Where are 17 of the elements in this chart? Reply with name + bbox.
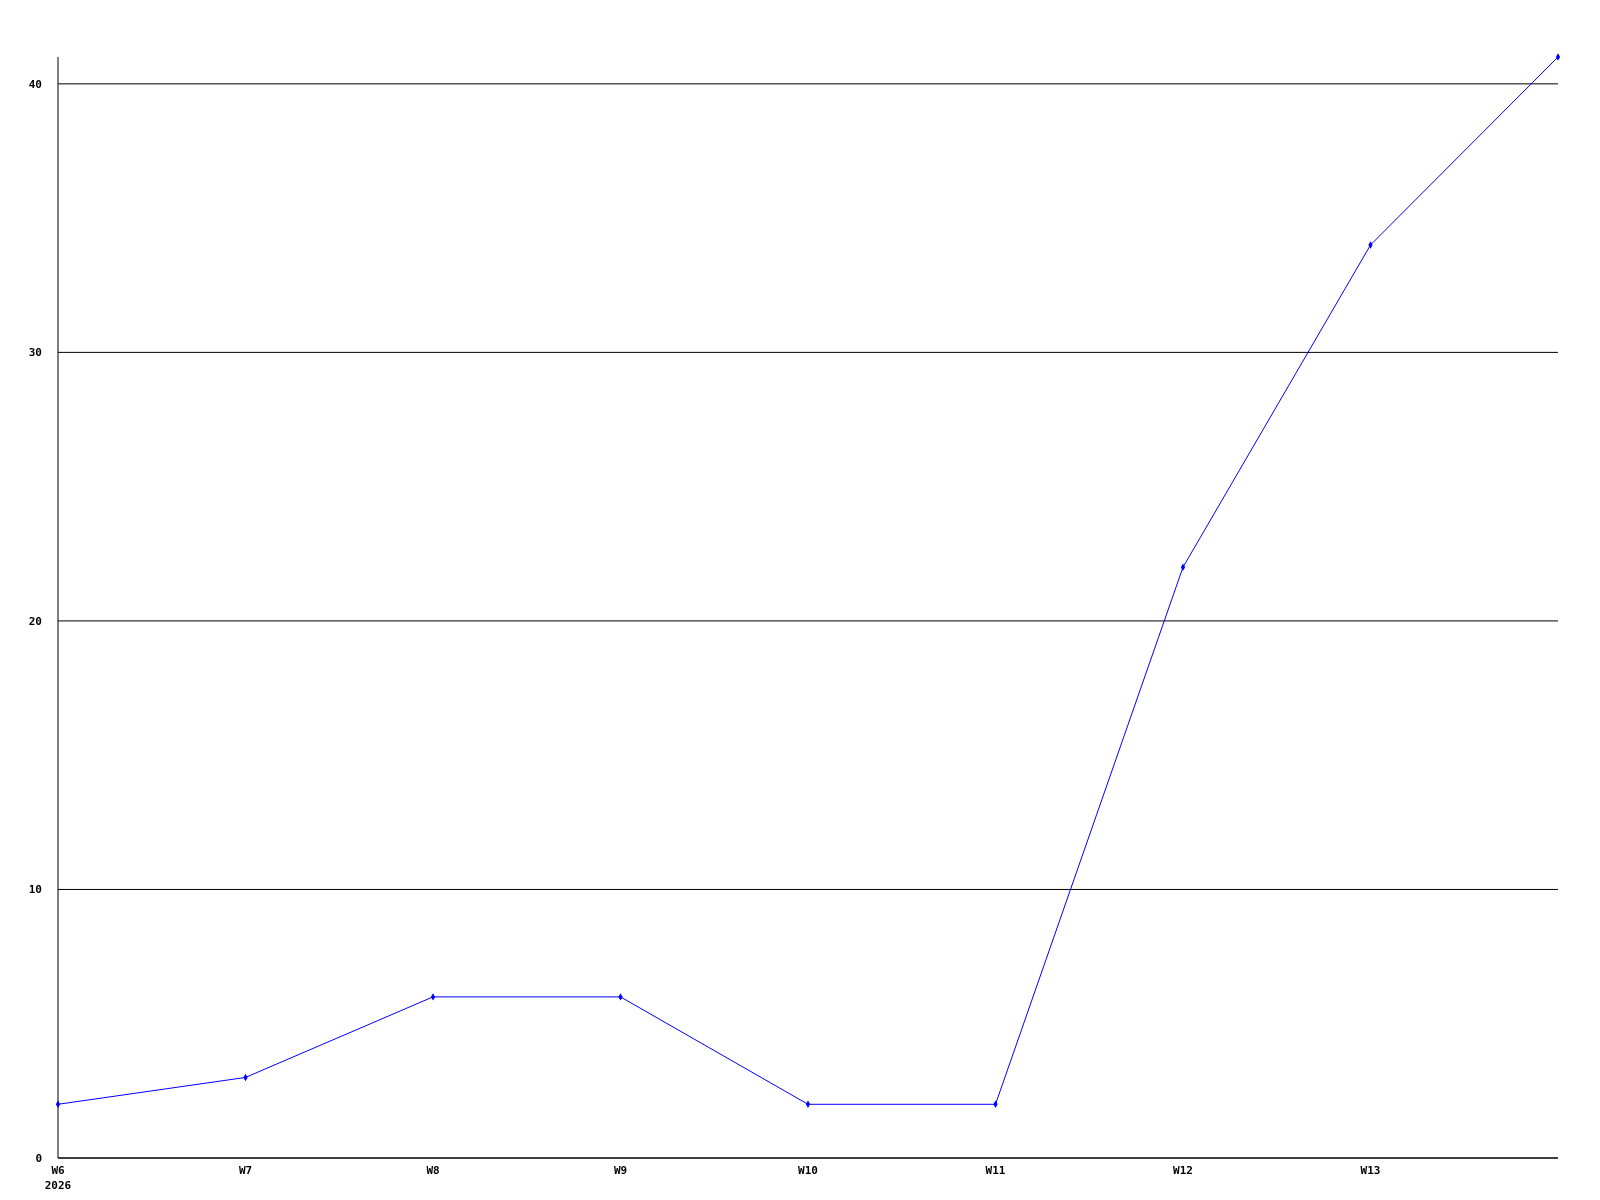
x-tick-label: W13 <box>1360 1164 1381 1177</box>
y-tick-label: 40 <box>28 77 42 91</box>
x-tick-label: W6 <box>51 1164 65 1177</box>
text: 2026 <box>44 1179 72 1192</box>
y-tick-label: 0 <box>35 1152 42 1165</box>
y-tick-label: 10 <box>28 883 42 897</box>
y-tick-label: 20 <box>28 614 42 628</box>
x-tick-label: W8 <box>426 1164 440 1177</box>
x-tick-label: W9 <box>613 1164 628 1177</box>
y-tick-label: 30 <box>28 346 42 360</box>
x-tick-label: W7 <box>238 1164 253 1177</box>
point <box>1180 563 1186 571</box>
x-tick-label: W10 <box>798 1164 818 1177</box>
point <box>430 993 436 1001</box>
x-tick-label: W12 <box>1173 1164 1193 1177</box>
x-tick-label: W11 <box>985 1164 1006 1177</box>
point <box>1555 53 1561 61</box>
